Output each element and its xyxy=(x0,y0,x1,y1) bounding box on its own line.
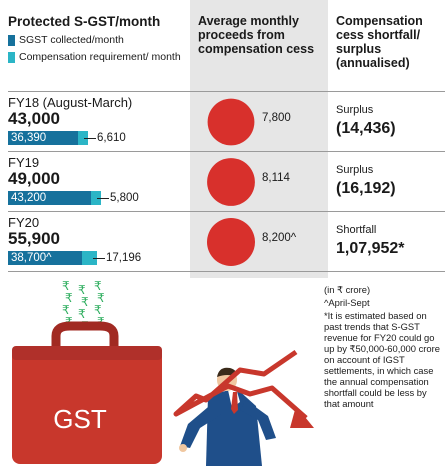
man-figure xyxy=(179,367,276,466)
sgst-bar: 36,390 xyxy=(8,131,78,145)
fy-label: FY20 xyxy=(8,215,40,230)
protected-sgst-title: Protected S-GST/month xyxy=(8,14,161,29)
cess-label: 7,800 xyxy=(262,112,291,124)
bag-body xyxy=(12,346,162,464)
header-left: Protected S-GST/month SGST collected/mon… xyxy=(8,14,190,64)
cess-column-title: Average monthly proceeds from compensati… xyxy=(198,14,315,56)
amount-value: 1,07,952* xyxy=(336,240,405,257)
legend-sgst: SGST collected/month xyxy=(8,34,190,47)
table-row: FY20 55,900 38,700^ 17,196 8,200^ Shortf… xyxy=(0,212,447,272)
rupee-symbol: ₹ xyxy=(94,303,102,317)
cess-circle xyxy=(207,158,255,206)
tie xyxy=(231,392,238,414)
cess-circle-svg xyxy=(207,158,255,206)
cess-circle xyxy=(207,98,255,146)
rupee-symbol: ₹ xyxy=(97,291,105,305)
amount-value: (16,192) xyxy=(336,180,396,197)
divider-2 xyxy=(8,151,445,152)
protected-value: 43,000 xyxy=(8,109,60,128)
arrow-head xyxy=(290,406,314,428)
comp-bar xyxy=(82,251,97,265)
cess-circle xyxy=(207,218,255,266)
comp-label: 17,196 xyxy=(106,252,142,264)
status-label: Shortfall xyxy=(336,224,377,236)
divider-4 xyxy=(8,271,445,272)
suit-arm xyxy=(180,402,222,448)
sgst-bar: 43,200 xyxy=(8,191,91,205)
gst-illustration: ₹₹₹₹₹₹₹₹₹₹₹₹ GST xyxy=(12,279,314,466)
shortfall-column-title: Compensation cess shortfall/ surplus (an… xyxy=(336,14,423,70)
legend-comp-swatch xyxy=(8,52,15,63)
table-row: FY19 49,000 43,200 5,800 8,114 Surplus (… xyxy=(0,152,447,212)
rupee-symbol: ₹ xyxy=(62,303,70,317)
comp-label: 6,610 xyxy=(97,132,126,144)
bag-label: GST xyxy=(53,404,107,434)
hand-left xyxy=(179,444,187,452)
table-row: FY18 (August-March) 43,000 36,390 6,610 … xyxy=(0,92,447,152)
bag-handle xyxy=(51,321,119,348)
rupee-symbol: ₹ xyxy=(62,279,70,293)
rupee-symbol: ₹ xyxy=(65,291,73,305)
divider-1 xyxy=(8,91,445,92)
cess-circle-svg xyxy=(207,218,255,266)
rupee-symbol: ₹ xyxy=(78,307,86,321)
note-april-sept: ^April-Sept xyxy=(324,297,370,308)
legend-sgst-swatch xyxy=(8,35,15,46)
status-label: Surplus xyxy=(336,164,374,176)
protected-value: 49,000 xyxy=(8,169,60,188)
stacked-bar: 36,390 xyxy=(8,131,88,145)
footnotes: (in ₹ crore) ^April-Sept *It is estimate… xyxy=(324,284,444,411)
comp-bar xyxy=(78,131,88,145)
cess-label: 8,200^ xyxy=(262,232,297,244)
protected-value: 55,900 xyxy=(8,229,60,248)
fy-label: FY18 (August-March) xyxy=(8,95,133,110)
rupee-symbol: ₹ xyxy=(94,279,102,293)
falling-arrow xyxy=(173,349,314,428)
status-label: Surplus xyxy=(336,104,374,116)
cess-circle-svg xyxy=(207,98,255,146)
comp-bar xyxy=(91,191,101,205)
rupee-symbol: ₹ xyxy=(78,283,86,297)
note-estimate: *It is estimated based on past trends th… xyxy=(324,310,440,409)
cess-label: 8,114 xyxy=(262,172,290,184)
legend-comp-label: Compensation requirement/ month xyxy=(19,51,181,63)
legend-comp: Compensation requirement/ month xyxy=(8,51,190,64)
gst-bag: GST xyxy=(12,321,162,464)
arrow-line xyxy=(173,349,308,420)
legend-sgst-label: SGST collected/month xyxy=(19,34,124,46)
rupee-symbol: ₹ xyxy=(81,295,89,309)
suit-arm-right xyxy=(240,400,276,440)
comp-leader-line xyxy=(93,258,105,259)
divider-3 xyxy=(8,211,445,212)
stacked-bar: 43,200 xyxy=(8,191,101,205)
comp-leader-line xyxy=(84,138,96,139)
comp-label: 5,800 xyxy=(110,192,139,204)
note-units: (in ₹ crore) xyxy=(324,284,371,295)
stacked-bar: 38,700^ xyxy=(8,251,97,265)
bag-shade xyxy=(12,346,162,360)
amount-value: (14,436) xyxy=(336,120,396,137)
fy-label: FY19 xyxy=(8,155,40,170)
sgst-bar: 38,700^ xyxy=(8,251,82,265)
comp-leader-line xyxy=(97,198,109,199)
